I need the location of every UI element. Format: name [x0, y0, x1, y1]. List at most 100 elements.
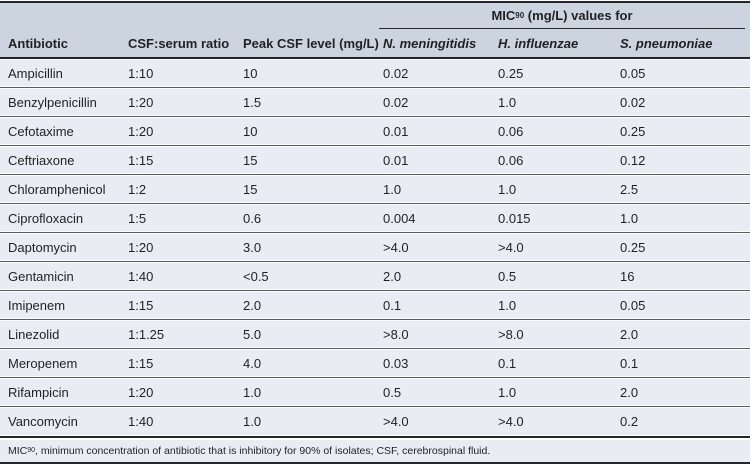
cell-antibiotic: Ciprofloxacin	[8, 210, 84, 226]
cell-antibiotic: Meropenem	[8, 355, 78, 371]
cell-h-influenzae: >8.0	[498, 326, 524, 342]
cell-antibiotic: Rifampicin	[8, 384, 69, 400]
cell-antibiotic: Cefotaxime	[8, 123, 74, 139]
cell-h-influenzae: 0.25	[498, 65, 524, 81]
cell-csf-serum-ratio: 1:2	[128, 181, 147, 197]
cell-antibiotic: Ceftriaxone	[8, 152, 75, 168]
table-row: Vancomycin 1:40 1.0 >4.0 >4.0 0.2	[0, 407, 750, 436]
cell-n-meningitidis: 0.5	[383, 384, 402, 400]
cell-peak-csf-level: 0.6	[243, 210, 262, 226]
cell-antibiotic: Linezolid	[8, 326, 60, 342]
mic-group-header: MIC 90 (mg/L) values for	[379, 3, 745, 29]
cell-h-influenzae: >4.0	[498, 414, 524, 429]
cell-n-meningitidis: 0.004	[383, 210, 416, 226]
footnote-gap	[0, 438, 750, 440]
table-row: Daptomycin 1:20 3.0 >4.0 >4.0 0.25	[0, 233, 750, 262]
cell-h-influenzae: 1.0	[498, 384, 517, 400]
cell-n-meningitidis: 0.01	[383, 123, 409, 139]
cell-n-meningitidis: 0.1	[383, 297, 402, 313]
table-body: Ampicillin 1:10 10 0.02 0.25 0.05 Benzyl…	[0, 59, 750, 436]
cell-h-influenzae: 0.06	[498, 123, 524, 139]
cell-antibiotic: Ampicillin	[8, 65, 63, 81]
cell-peak-csf-level: 5.0	[243, 326, 262, 342]
table-row: Ciprofloxacin 1:5 0.6 0.004 0.015 1.0	[0, 204, 750, 233]
cell-csf-serum-ratio: 1:40	[128, 268, 154, 284]
header-bottom-rule	[0, 57, 750, 59]
cell-peak-csf-level: 10	[243, 65, 258, 81]
cell-s-pneumoniae: 0.05	[620, 65, 646, 81]
table-row: Cefotaxime 1:20 10 0.01 0.06 0.25	[0, 117, 750, 146]
table-row: Gentamicin 1:40 <0.5 2.0 0.5 16	[0, 262, 750, 291]
column-header-s-pneumoniae: S. pneumoniae	[620, 35, 713, 51]
cell-peak-csf-level: 4.0	[243, 355, 262, 371]
cell-s-pneumoniae: 0.25	[620, 239, 646, 255]
column-header-csf-serum-ratio: CSF:serum ratio	[128, 35, 230, 51]
cell-s-pneumoniae: 2.0	[620, 384, 639, 400]
cell-h-influenzae: 0.5	[498, 268, 517, 284]
cell-peak-csf-level: 1.5	[243, 94, 262, 110]
top-margin	[0, 0, 750, 1]
cell-peak-csf-level: 10	[243, 123, 258, 139]
cell-peak-csf-level: <0.5	[243, 268, 269, 284]
cell-s-pneumoniae: 2.0	[620, 326, 639, 342]
cell-n-meningitidis: >4.0	[383, 239, 409, 255]
mic-label: MIC	[491, 8, 516, 23]
cell-h-influenzae: 1.0	[498, 181, 517, 197]
cell-csf-serum-ratio: 1:20	[128, 123, 154, 139]
cell-csf-serum-ratio: 1:15	[128, 297, 154, 313]
cell-n-meningitidis: 2.0	[383, 268, 402, 284]
cell-csf-serum-ratio: 1:1.25	[128, 326, 165, 342]
cell-csf-serum-ratio: 1:5	[128, 210, 147, 226]
footnote: MIC 90, minimum concentration of antibiot…	[0, 440, 750, 462]
column-header-antibiotic: Antibiotic	[8, 35, 68, 51]
cell-antibiotic: Vancomycin	[8, 414, 78, 429]
cell-csf-serum-ratio: 1:15	[128, 152, 154, 168]
cell-antibiotic: Chloramphenicol	[8, 181, 106, 197]
cell-csf-serum-ratio: 1:10	[128, 65, 154, 81]
table-row: Meropenem 1:15 4.0 0.03 0.1 0.1	[0, 349, 750, 378]
cell-csf-serum-ratio: 1:15	[128, 355, 154, 371]
cell-peak-csf-level: 1.0	[243, 384, 262, 400]
mic-group-row: MIC 90 (mg/L) values for	[0, 3, 750, 29]
cell-peak-csf-level: 2.0	[243, 297, 262, 313]
cell-n-meningitidis: >8.0	[383, 326, 409, 342]
cell-csf-serum-ratio: 1:20	[128, 239, 154, 255]
cell-s-pneumoniae: 0.05	[620, 297, 646, 313]
cell-csf-serum-ratio: 1:40	[128, 414, 154, 429]
cell-s-pneumoniae: 0.25	[620, 123, 646, 139]
table-row: Ampicillin 1:10 10 0.02 0.25 0.05	[0, 59, 750, 88]
cell-peak-csf-level: 15	[243, 152, 258, 168]
cell-n-meningitidis: 0.03	[383, 355, 409, 371]
table-bottom-rule	[0, 462, 750, 464]
cell-s-pneumoniae: 1.0	[620, 210, 639, 226]
cell-s-pneumoniae: 2.5	[620, 181, 639, 197]
mic-label-suffix: (mg/L) values for	[524, 8, 633, 23]
cell-n-meningitidis: 1.0	[383, 181, 402, 197]
cell-h-influenzae: 1.0	[498, 94, 517, 110]
column-header-peak-csf-level: Peak CSF level (mg/L)	[243, 35, 379, 51]
table-row: Imipenem 1:15 2.0 0.1 1.0 0.05	[0, 291, 750, 320]
table-row: Chloramphenicol 1:2 15 1.0 1.0 2.5	[0, 175, 750, 204]
cell-n-meningitidis: 0.02	[383, 94, 409, 110]
column-header-row: Antibiotic CSF:serum ratio Peak CSF leve…	[0, 29, 750, 57]
table-top-rule	[0, 1, 750, 3]
footnote-text: , minimum concentration of antibiotic th…	[35, 445, 491, 457]
table-row: Ceftriaxone 1:15 15 0.01 0.06 0.12	[0, 146, 750, 175]
cell-peak-csf-level: 1.0	[243, 414, 262, 429]
cell-s-pneumoniae: 0.1	[620, 355, 639, 371]
table-header: MIC 90 (mg/L) values for Antibiotic CSF:s…	[0, 3, 750, 57]
cell-s-pneumoniae: 0.2	[620, 414, 639, 429]
cell-h-influenzae: 0.1	[498, 355, 517, 371]
cell-h-influenzae: 0.015	[498, 210, 531, 226]
cell-n-meningitidis: 0.01	[383, 152, 409, 168]
cell-antibiotic: Gentamicin	[8, 268, 74, 284]
cell-n-meningitidis: >4.0	[383, 414, 409, 429]
cell-s-pneumoniae: 0.12	[620, 152, 646, 168]
cell-s-pneumoniae: 16	[620, 268, 635, 284]
cell-csf-serum-ratio: 1:20	[128, 384, 154, 400]
cell-s-pneumoniae: 0.02	[620, 94, 646, 110]
column-header-n-meningitidis: N. meningitidis	[383, 35, 477, 51]
table-row: Rifampicin 1:20 1.0 0.5 1.0 2.0	[0, 378, 750, 407]
cell-n-meningitidis: 0.02	[383, 65, 409, 81]
